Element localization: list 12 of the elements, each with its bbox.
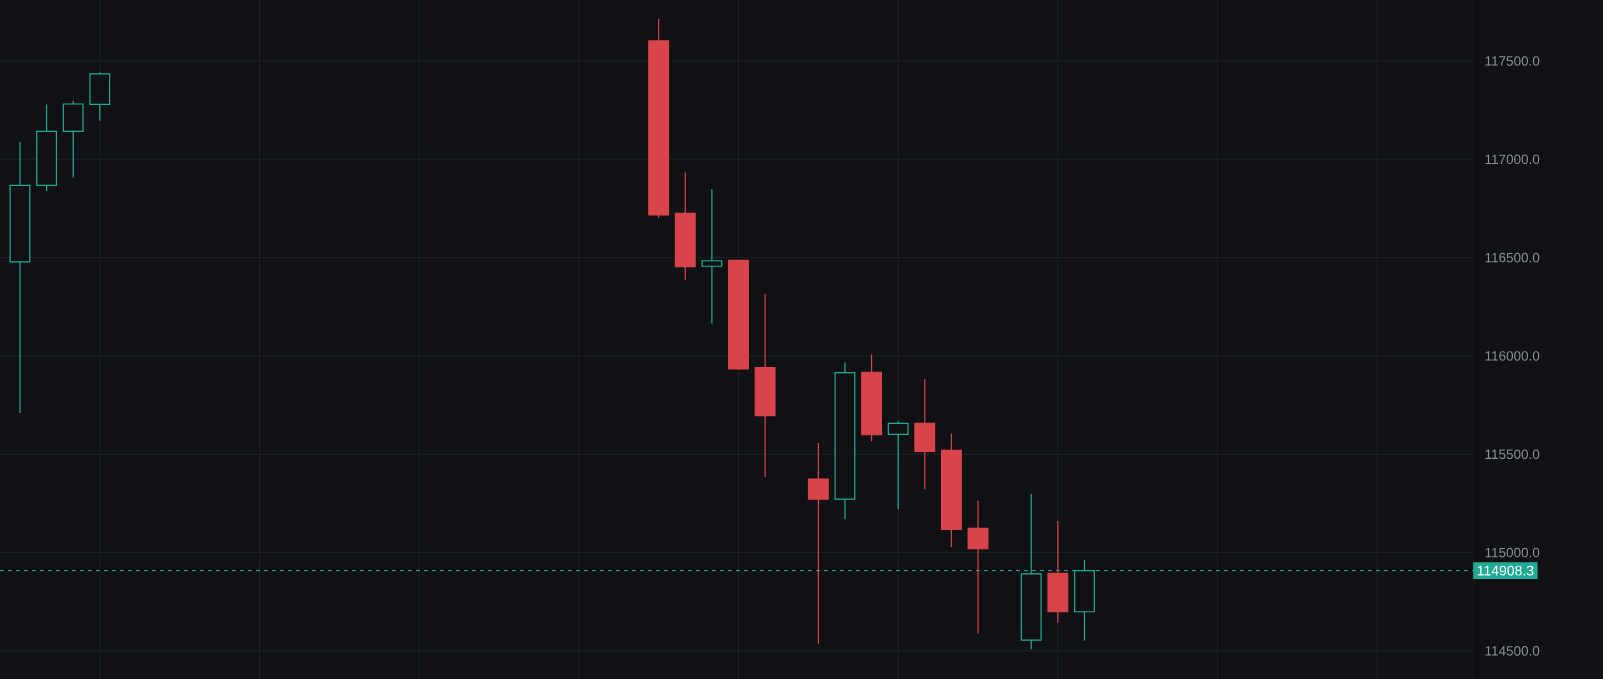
y-tick-label: 117500.0 bbox=[1485, 56, 1540, 66]
candlestick bbox=[967, 500, 989, 634]
candlestick bbox=[807, 442, 829, 645]
y-tick-label: 114500.0 bbox=[1485, 646, 1540, 656]
y-tick-label: 117000.0 bbox=[1485, 154, 1540, 165]
ref-line-label: 114908.3 bbox=[1477, 565, 1534, 576]
y-tick-label: 115000.0 bbox=[1485, 547, 1540, 558]
y-tick-label: 116500.0 bbox=[1485, 252, 1540, 263]
candlestick bbox=[887, 420, 909, 510]
y-tick-label: 115500.0 bbox=[1485, 449, 1540, 460]
y-tick-label: 116000.0 bbox=[1485, 351, 1540, 361]
candlestick bbox=[701, 188, 723, 325]
